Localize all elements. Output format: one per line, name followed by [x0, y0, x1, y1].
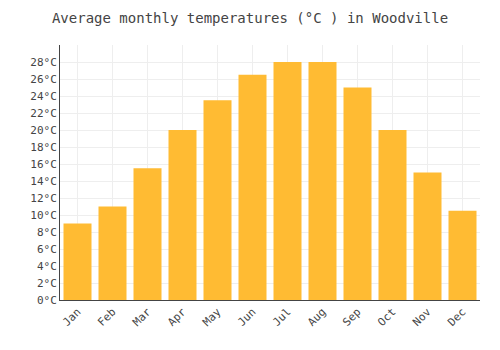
- svg-text:0°C: 0°C: [37, 294, 57, 307]
- svg-text:Apr: Apr: [165, 305, 189, 329]
- svg-text:Oct: Oct: [375, 306, 398, 329]
- svg-text:2°C: 2°C: [37, 277, 57, 290]
- svg-text:Jun: Jun: [235, 306, 258, 329]
- svg-text:Dec: Dec: [445, 306, 468, 329]
- svg-text:8°C: 8°C: [37, 226, 57, 239]
- svg-text:14°C: 14°C: [30, 175, 57, 188]
- svg-text:10°C: 10°C: [30, 209, 57, 222]
- svg-text:May: May: [200, 305, 224, 329]
- svg-text:Jan: Jan: [60, 306, 83, 329]
- svg-text:Jul: Jul: [270, 306, 293, 329]
- svg-text:26°C: 26°C: [30, 73, 57, 86]
- svg-text:12°C: 12°C: [30, 192, 57, 205]
- svg-text:Mar: Mar: [130, 305, 154, 329]
- svg-text:Nov: Nov: [410, 305, 434, 329]
- svg-text:Aug: Aug: [305, 306, 328, 329]
- svg-text:28°C: 28°C: [30, 56, 57, 69]
- svg-text:Sep: Sep: [340, 306, 363, 329]
- svg-text:Average monthly temperatures (: Average monthly temperatures (°C ) in Wo…: [52, 10, 448, 26]
- svg-text:Feb: Feb: [95, 306, 118, 329]
- svg-text:20°C: 20°C: [30, 124, 57, 137]
- svg-text:24°C: 24°C: [30, 90, 57, 103]
- svg-text:4°C: 4°C: [37, 260, 57, 273]
- svg-text:6°C: 6°C: [37, 243, 57, 256]
- svg-text:18°C: 18°C: [30, 141, 57, 154]
- svg-text:16°C: 16°C: [30, 158, 57, 171]
- svg-text:22°C: 22°C: [30, 107, 57, 120]
